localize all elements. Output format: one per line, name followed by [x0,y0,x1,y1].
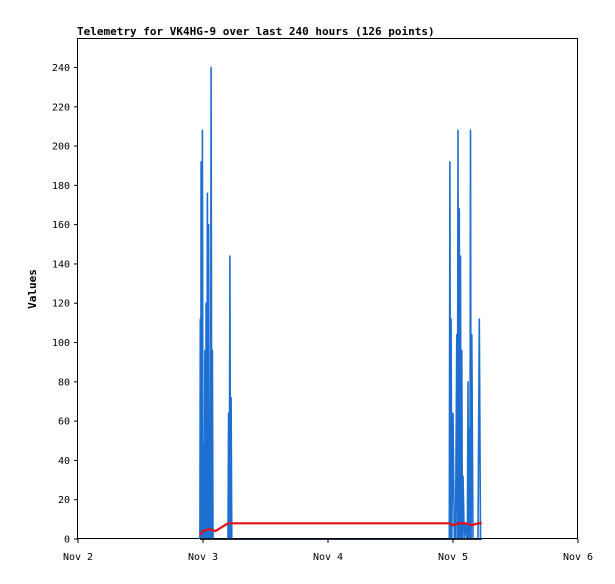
plot-frame [77,38,578,539]
y-tick-label: 220 [52,102,70,113]
y-tick-label: 200 [52,142,70,153]
x-tick-label: Nov 4 [313,552,343,563]
x-tick-label: Nov 6 [563,552,593,563]
y-tick-label: 240 [52,63,70,74]
y-tick-label: 60 [58,417,70,428]
x-tick-label: Nov 2 [63,552,93,563]
y-tick-label: 180 [52,181,70,192]
x-tick-label: Nov 3 [188,552,218,563]
y-tick-label: 80 [58,377,70,388]
y-axis-label: Values [26,269,39,309]
x-axis: Nov 2 Nov 3 Nov 4 Nov 5 Nov 6 [63,539,593,563]
series-line-1 [199,66,482,540]
y-axis: 0 20 40 60 80 100 120 140 160 180 200 220 240 [52,63,78,546]
y-tick-label: 20 [58,495,70,506]
y-tick-label: 0 [64,535,70,546]
y-tick-label: 120 [52,299,70,310]
y-tick-label: 40 [58,456,70,467]
series-line-2 [199,522,482,536]
y-tick-label: 140 [52,259,70,270]
y-tick-label: 100 [52,338,70,349]
series-layer [199,66,482,540]
chart-title: Telemetry for VK4HG-9 over last 240 hour… [77,25,435,38]
x-tick-label: Nov 5 [438,552,468,563]
y-tick-label: 160 [52,220,70,231]
